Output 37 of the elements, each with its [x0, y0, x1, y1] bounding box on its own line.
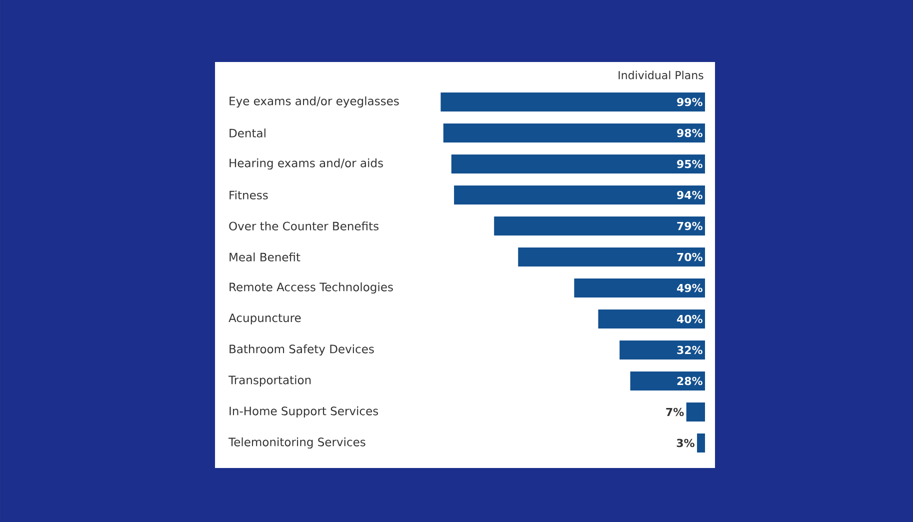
bar [574, 278, 706, 298]
bar [443, 123, 706, 142]
y-tick-label: Over the Counter Benefits [229, 222, 378, 230]
bar [598, 309, 706, 328]
y-tick-label: Fitness [230, 190, 268, 200]
bar [686, 402, 706, 422]
bar [440, 92, 706, 112]
data-label: 94% [677, 190, 702, 200]
bar [630, 371, 706, 390]
y-tick-label: Meal Benefit [230, 252, 300, 262]
bar [620, 340, 706, 360]
bar [696, 433, 706, 452]
bar [494, 216, 706, 236]
data-label: 99% [677, 98, 702, 106]
y-tick-label: In-Home Support Services [230, 406, 378, 418]
y-tick-label: Dental [230, 128, 266, 138]
y-tick-label: Remote Access Technologies [230, 282, 393, 294]
y-tick-label: Acupuncture [228, 314, 301, 324]
data-label: 95% [677, 160, 702, 168]
data-label: 70% [677, 252, 702, 262]
y-tick-label: Hearing exams and/or aids [230, 158, 383, 170]
data-label: 3% [676, 438, 694, 448]
data-label: 98% [677, 128, 702, 138]
data-label: 79% [677, 222, 702, 230]
data-label: 32% [677, 346, 702, 354]
data-label: 49% [676, 284, 702, 292]
data-label: 40% [676, 314, 702, 324]
bar [451, 154, 706, 174]
data-label: 7% [666, 408, 684, 416]
bar [518, 247, 706, 266]
y-tick-label: Transportation [228, 375, 311, 387]
chart-title: Individual Plans [618, 70, 704, 80]
bar [454, 185, 706, 204]
y-tick-label: Telemonitoring Services [228, 437, 366, 449]
y-tick-label: Eye exams and/or eyeglasses [230, 96, 399, 108]
data-label: 28% [677, 376, 702, 386]
y-tick-label: Bathroom Safety Devices [230, 344, 374, 356]
